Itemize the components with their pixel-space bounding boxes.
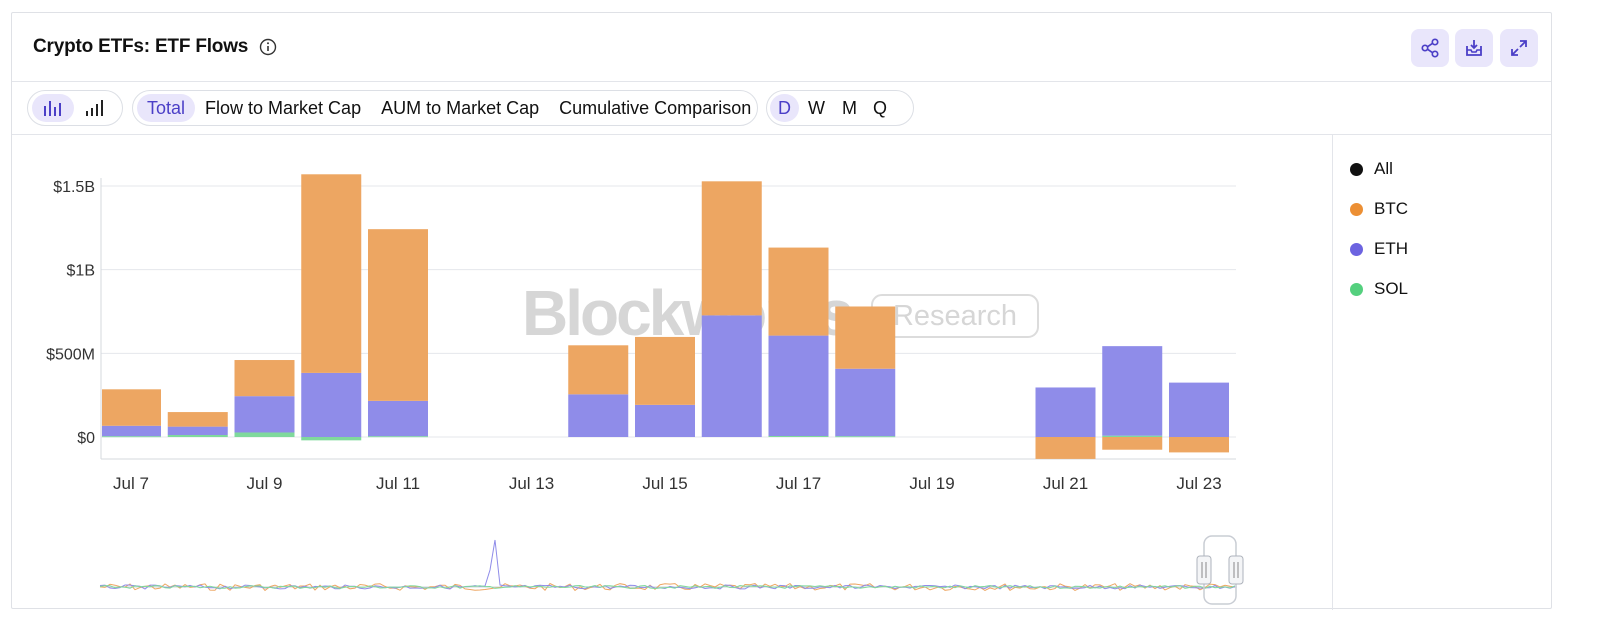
bar-btc-jul-17[interactable] — [768, 247, 829, 336]
bar-btc-jul-7[interactable] — [102, 389, 161, 426]
y-axis-ticks: $0 $500M $1B $1.5B — [46, 179, 95, 447]
legend-label: BTC — [1374, 199, 1408, 218]
share-button[interactable] — [1411, 29, 1449, 67]
metric-tabs: Total Flow to Market Cap AUM to Market C… — [132, 90, 758, 126]
expand-button[interactable] — [1500, 29, 1538, 67]
bar-btc-jul-15[interactable] — [635, 336, 695, 405]
y-tick-label: $500M — [46, 346, 95, 363]
bar-eth-jul-11[interactable] — [368, 400, 428, 437]
ascending-bars-icon — [86, 100, 103, 116]
period-tabs: D W M Q — [766, 90, 914, 126]
navigator-line-btc — [99, 582, 1236, 592]
chart-legend: All BTC ETH SOL — [1350, 149, 1408, 309]
bar-sol-jul-8[interactable] — [167, 434, 228, 437]
bar-btc-jul-16[interactable] — [701, 181, 762, 316]
bar-eth-jul-8[interactable] — [167, 426, 228, 435]
card-header: Crypto ETFs: ETF Flows — [12, 13, 1551, 82]
bar-eth-jul-10[interactable] — [301, 372, 362, 437]
x-tick-label: Jul 13 — [509, 474, 554, 493]
period-w[interactable]: W — [808, 97, 825, 118]
period-m[interactable]: M — [842, 97, 857, 118]
legend-item-all[interactable]: All — [1350, 149, 1408, 189]
bar-sol-jul-18[interactable] — [835, 436, 896, 438]
navigator-line-eth — [99, 539, 1236, 590]
bar-series — [102, 174, 1229, 459]
x-tick-label: Jul 9 — [247, 474, 283, 493]
navigator-right-handle[interactable] — [1228, 555, 1244, 585]
x-tick-label: Jul 21 — [1043, 474, 1088, 493]
bar-btc-jul-22[interactable] — [1102, 437, 1163, 450]
bar-sol-jul-9[interactable] — [234, 432, 295, 437]
chart-type-toggle — [27, 90, 123, 126]
bar-eth-jul-23[interactable] — [1169, 382, 1229, 437]
bar-eth-jul-16[interactable] — [701, 315, 762, 437]
bar-btc-jul-10[interactable] — [301, 174, 362, 373]
bar-btc-jul-9[interactable] — [234, 360, 295, 397]
bar-chart-type-button[interactable] — [32, 94, 74, 122]
bar-eth-jul-18[interactable] — [835, 368, 896, 437]
legend-dot — [1350, 242, 1363, 256]
bar-btc-jul-21[interactable] — [1035, 437, 1096, 459]
x-tick-label: Jul 11 — [376, 474, 420, 493]
tab-total[interactable]: Total — [137, 94, 196, 122]
legend-dot — [1350, 162, 1363, 176]
legend-divider — [1332, 134, 1333, 610]
tab-flow-to-market-cap[interactable]: Flow to Market Cap — [205, 97, 362, 118]
info-icon[interactable] — [259, 38, 277, 56]
bar-chart-icon — [44, 101, 61, 116]
chart-toolbar: Total Flow to Market Cap AUM to Market C… — [12, 82, 1551, 135]
tab-cumulative-comparison[interactable]: Cumulative Comparison — [559, 97, 752, 118]
bar-eth-jul-21[interactable] — [1035, 387, 1096, 437]
bar-sol-jul-7[interactable] — [102, 436, 161, 438]
y-tick-label: $1B — [67, 263, 95, 280]
legend-label: ETH — [1374, 239, 1408, 258]
range-navigator[interactable] — [99, 535, 1244, 605]
bar-btc-jul-11[interactable] — [368, 229, 428, 401]
bar-btc-jul-18[interactable] — [835, 306, 896, 369]
x-tick-label: Jul 23 — [1176, 474, 1221, 493]
bar-eth-jul-9[interactable] — [234, 396, 295, 433]
tab-aum-to-market-cap[interactable]: AUM to Market Cap — [381, 97, 540, 118]
x-tick-label: Jul 7 — [113, 474, 149, 493]
bar-eth-jul-22[interactable] — [1102, 346, 1163, 436]
x-tick-label: Jul 17 — [776, 474, 821, 493]
legend-label: SOL — [1374, 279, 1409, 298]
bar-sol-jul-17[interactable] — [768, 435, 829, 437]
bar-sol-jul-22[interactable] — [1102, 435, 1163, 437]
download-icon — [1466, 40, 1482, 56]
legend-item-sol[interactable]: SOL — [1350, 269, 1408, 309]
bar-eth-jul-7[interactable] — [102, 425, 161, 437]
period-q[interactable]: Q — [873, 97, 888, 118]
navigator-left-handle[interactable] — [1196, 555, 1212, 585]
bar-eth-jul-15[interactable] — [635, 404, 695, 437]
bar-btc-jul-23[interactable] — [1169, 437, 1229, 453]
legend-item-eth[interactable]: ETH — [1350, 229, 1408, 269]
share-icon — [1421, 38, 1439, 58]
period-d[interactable]: D — [770, 94, 799, 122]
chart-title: Crypto ETFs: ETF Flows — [33, 36, 249, 57]
bar-sol-jul-10[interactable] — [301, 437, 362, 441]
x-tick-label: Jul 19 — [909, 474, 954, 493]
cumulative-chart-type-button[interactable] — [74, 94, 116, 122]
bar-btc-jul-8[interactable] — [167, 412, 228, 427]
bar-eth-jul-17[interactable] — [768, 335, 829, 436]
x-axis-ticks: Jul 7 Jul 9 Jul 11 Jul 13 Jul 15 Jul 17 Jul 19… — [113, 474, 1222, 493]
watermark-sub: Research — [893, 300, 1017, 332]
y-tick-label: $1.5B — [53, 179, 95, 196]
bar-eth-jul-14[interactable] — [568, 394, 629, 437]
y-tick-label: $0 — [77, 430, 95, 447]
expand-icon — [1511, 40, 1527, 56]
bar-sol-jul-11[interactable] — [368, 436, 428, 438]
legend-dot — [1350, 202, 1363, 216]
bar-btc-jul-14[interactable] — [568, 345, 629, 395]
legend-label: All — [1374, 159, 1393, 178]
navigator-line-sol — [99, 584, 1236, 590]
download-button[interactable] — [1455, 29, 1493, 67]
legend-dot — [1350, 282, 1363, 296]
legend-item-btc[interactable]: BTC — [1350, 189, 1408, 229]
x-tick-label: Jul 15 — [642, 474, 687, 493]
